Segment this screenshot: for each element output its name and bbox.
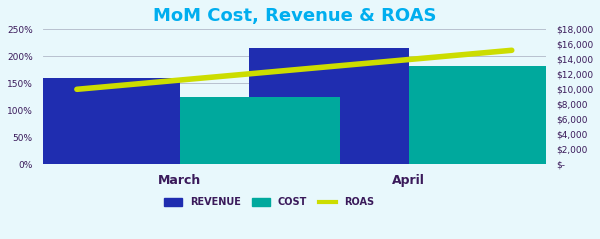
Bar (409, 66, 569, 164)
Bar (20, 78, 180, 164)
Title: MoM Cost, Revenue & ROAS: MoM Cost, Revenue & ROAS (152, 7, 436, 25)
Bar (180, 97, 340, 164)
Legend: REVENUE, COST, ROAS: REVENUE, COST, ROAS (160, 194, 378, 211)
Bar (248, 48, 409, 164)
